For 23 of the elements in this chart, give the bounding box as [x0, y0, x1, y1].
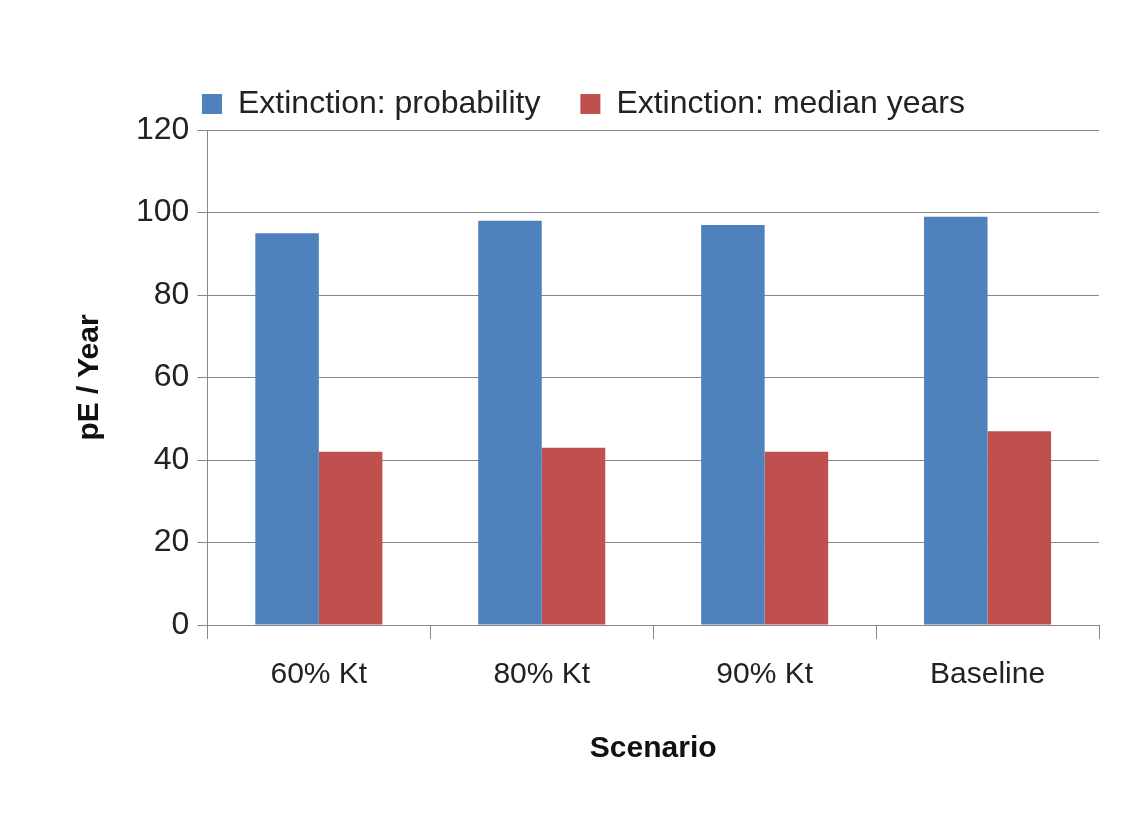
x-tick-label: 80% Kt	[493, 656, 591, 690]
bar	[701, 224, 765, 625]
bar	[764, 451, 829, 625]
x-axis-title: Scenario	[589, 730, 717, 764]
bar	[255, 233, 319, 625]
bar	[924, 216, 988, 625]
y-axis-title: pE / Year	[71, 314, 105, 441]
bar	[318, 451, 383, 625]
y-tick-label: 60	[153, 357, 190, 394]
x-tick-label: 60% Kt	[270, 656, 368, 690]
y-tick-label: 100	[136, 192, 190, 229]
bar	[987, 431, 1052, 625]
legend-label: Extinction: median years	[616, 83, 965, 120]
bar	[541, 447, 606, 625]
y-tick-label: 0	[171, 604, 190, 641]
legend-label: Extinction: probability	[238, 83, 541, 120]
y-tick-label: 40	[153, 439, 190, 476]
y-tick-label: 120	[136, 109, 190, 146]
bar	[478, 220, 542, 625]
y-tick-label: 80	[153, 274, 190, 311]
y-tick-label: 20	[153, 522, 190, 559]
x-tick-label: 90% Kt	[716, 656, 814, 690]
x-tick-label: Baseline	[930, 656, 1046, 690]
